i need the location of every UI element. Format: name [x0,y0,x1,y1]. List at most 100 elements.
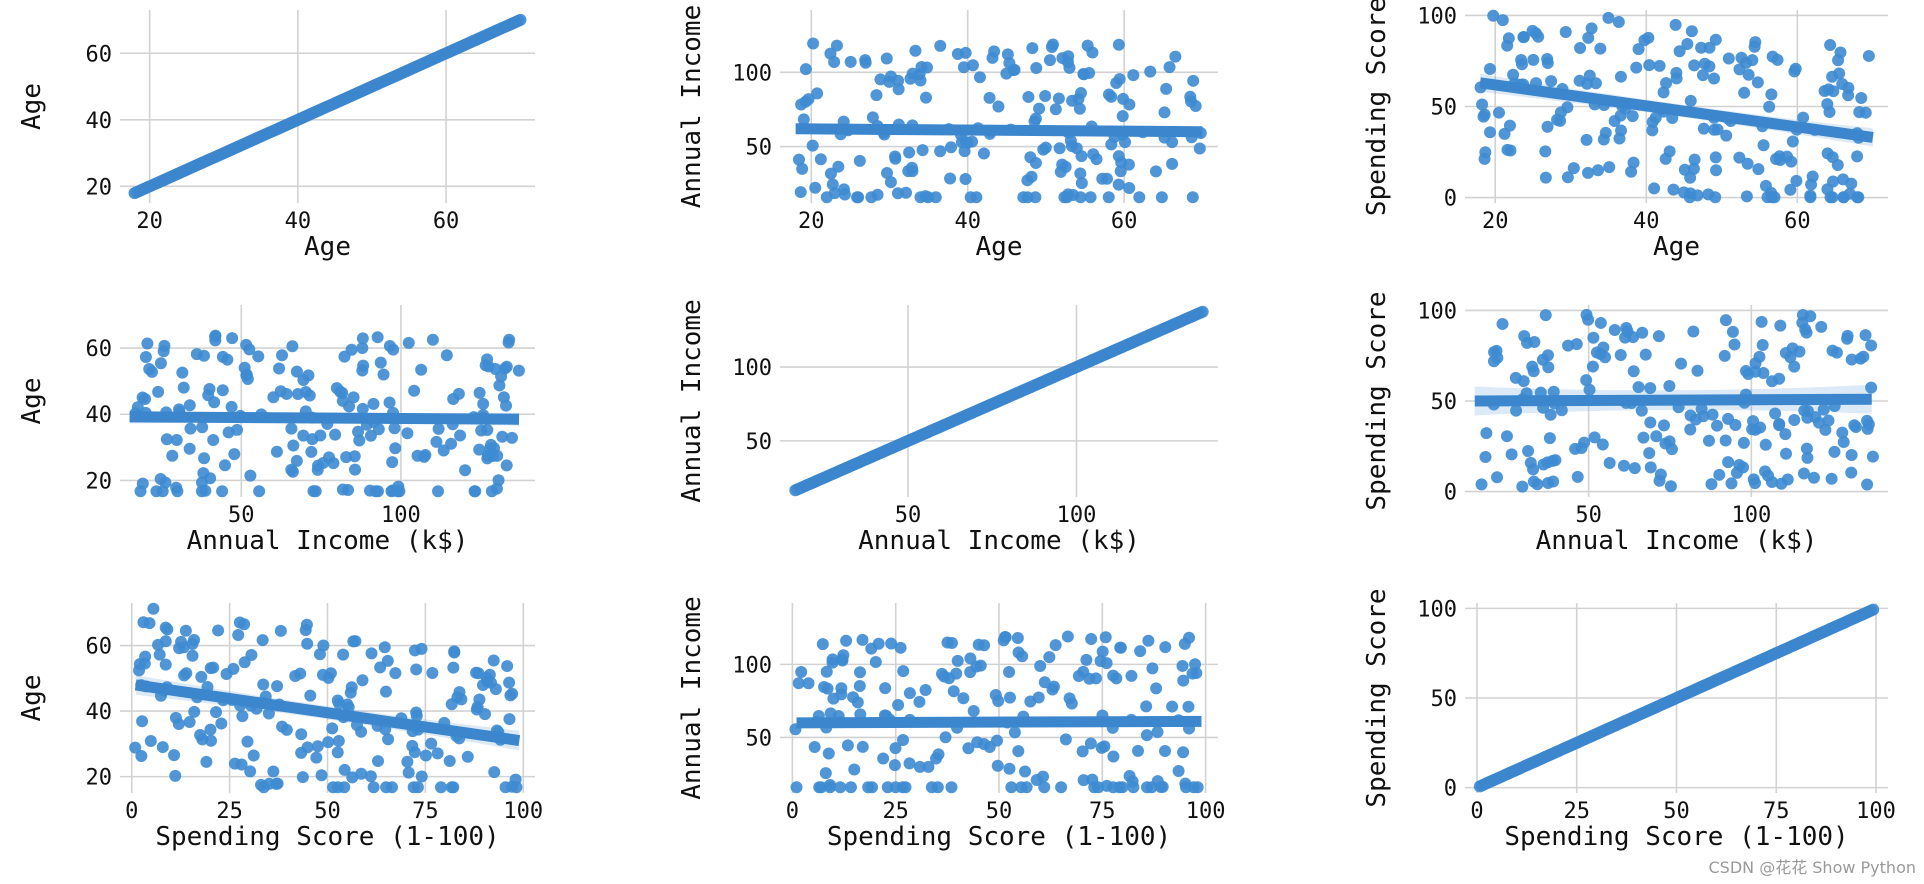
data-point [1038,781,1051,794]
data-point [961,136,974,149]
y-tick-label: 50 [1431,390,1458,415]
data-point [493,379,506,392]
x-tick-label: 50 [1575,503,1602,528]
data-point [502,336,515,349]
data-point [1077,665,1090,678]
data-point [1757,139,1770,152]
data-point [1657,86,1670,99]
data-point [344,686,357,699]
data-point [1054,165,1067,178]
data-point [880,52,893,65]
y-tick-label: 20 [86,175,113,200]
subplot-r2-c0: 0 25 50 75 100 20 40 60 Spending Score (1-100) Ag… [17,602,543,852]
data-point [1789,62,1802,75]
data-point [1544,408,1557,421]
data-point [1644,416,1657,429]
data-point [1687,325,1700,338]
data-point [365,647,378,660]
x-tick-label: 25 [216,799,243,824]
data-point [504,689,517,702]
data-point [364,770,377,783]
data-point [1166,700,1179,713]
x-tick-label: 0 [125,799,138,824]
data-point [919,91,932,104]
regression-line [795,123,1203,138]
data-point [826,178,839,191]
x-tick-label: 50 [1663,799,1690,824]
y-axis-label: Age [17,83,47,130]
x-tick-label: 50 [986,799,1013,824]
data-point [1755,315,1768,328]
data-point [472,667,485,680]
data-point [865,191,878,204]
data-point [430,435,443,448]
data-point [790,781,803,794]
data-point [175,635,188,648]
data-point [967,704,980,717]
data-point [1166,136,1179,149]
data-point [1845,177,1858,190]
data-point [1733,459,1746,472]
data-point [1554,114,1567,127]
data-point [216,384,229,397]
data-point [957,692,970,705]
x-tick-label: 60 [1111,209,1138,234]
data-point [1095,741,1108,754]
data-point [1141,781,1154,794]
data-point [870,89,883,102]
data-point [1503,119,1516,132]
data-point [426,333,439,346]
data-point [218,459,231,472]
data-point [1518,330,1531,343]
data-point [1086,773,1099,786]
x-axis-label: Spending Score (1-100) [1504,822,1848,852]
data-point [1542,361,1555,374]
y-tick-label: 50 [1431,96,1458,121]
data-point [1582,313,1595,326]
data-point [1021,174,1034,187]
x-tick-label: 40 [954,209,981,234]
data-point [1653,59,1666,72]
data-point [194,728,207,741]
data-point [1032,691,1045,704]
y-tick-label: 50 [746,430,773,455]
data-point [501,660,514,673]
x-axis-label: Annual Income (k$) [1536,526,1818,556]
data-point [1102,191,1115,204]
data-point [159,658,172,671]
data-point [1155,191,1168,204]
data-point [159,621,172,634]
data-point [1065,140,1078,153]
data-point [337,648,350,661]
data-point [1127,781,1140,794]
data-point [349,463,362,476]
data-point [347,391,360,404]
data-point [454,429,467,442]
data-point [1016,650,1029,663]
data-point [287,439,300,452]
data-point [1866,450,1879,463]
data-point [1030,774,1043,787]
data-point [1837,191,1850,204]
data-point [186,649,199,662]
data-point [152,385,165,398]
data-point [141,337,154,350]
data-point [169,711,182,724]
data-point [1738,86,1751,99]
data-point [1710,164,1723,177]
data-point [1675,357,1688,370]
data-point [1045,40,1058,53]
data-point [1140,700,1153,713]
data-point [834,781,847,794]
data-point [1659,152,1672,165]
data-point [419,448,432,461]
data-point [1695,41,1708,54]
data-point [280,387,293,400]
data-point [818,680,831,693]
data-point [410,663,423,676]
data-point [792,153,805,166]
data-point [1034,660,1047,673]
data-point [1719,434,1732,447]
data-point [447,661,460,674]
data-point [415,363,428,376]
